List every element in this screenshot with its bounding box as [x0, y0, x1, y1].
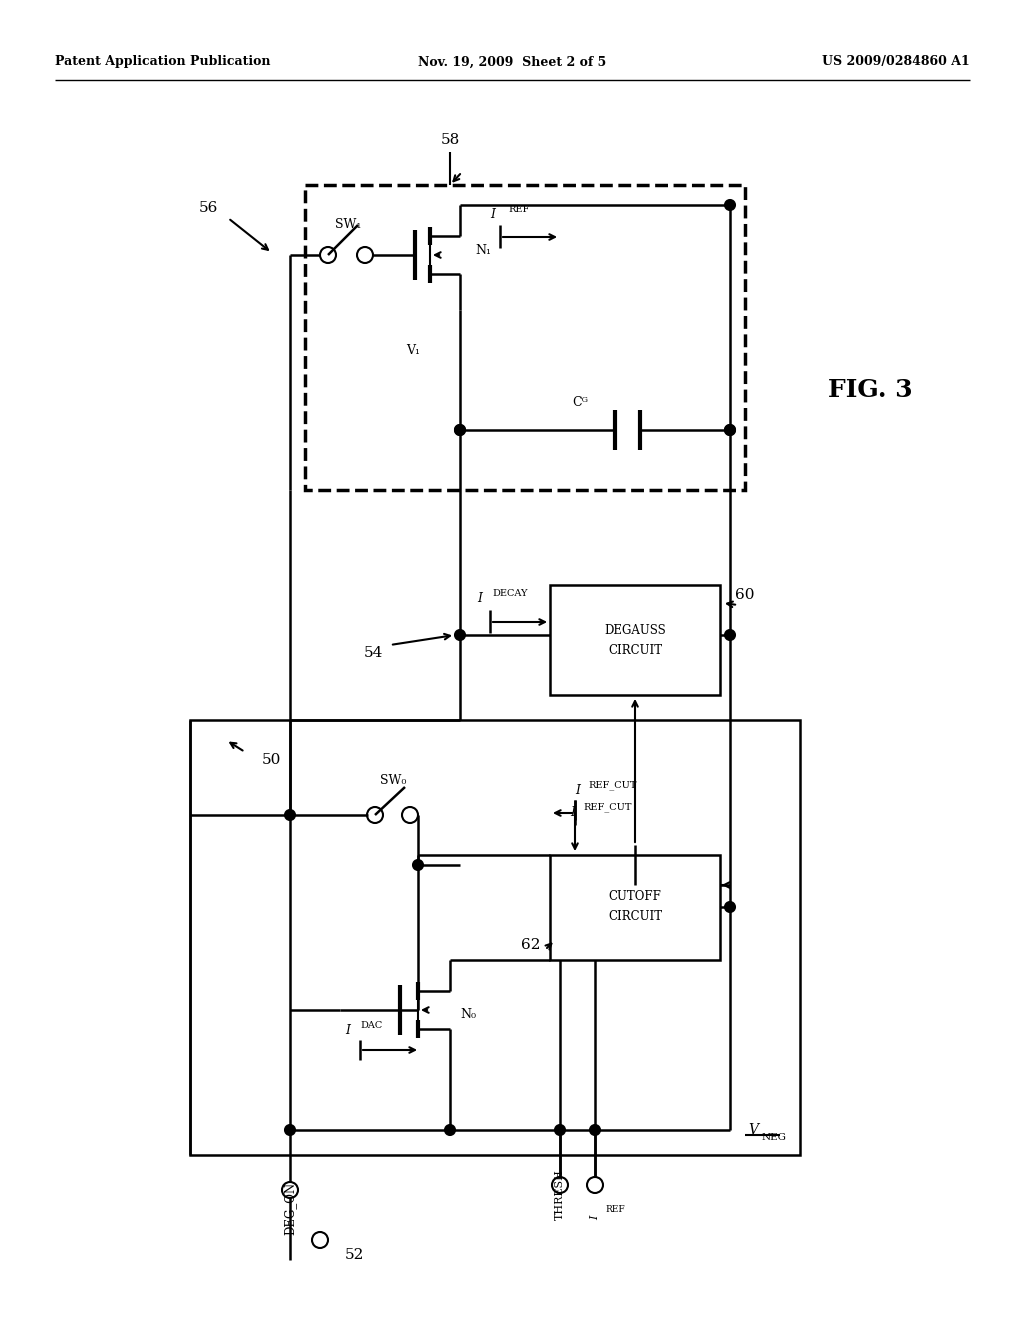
Circle shape	[445, 1125, 455, 1135]
Text: CUTOFF: CUTOFF	[608, 891, 662, 903]
Text: DECAY: DECAY	[492, 589, 527, 598]
Circle shape	[555, 1125, 565, 1135]
Text: DEG_ON: DEG_ON	[284, 1181, 297, 1236]
Text: 62: 62	[520, 939, 540, 952]
Text: N₁: N₁	[475, 243, 490, 256]
Circle shape	[285, 1125, 295, 1135]
Text: 50: 50	[262, 752, 282, 767]
Text: DEGAUSS: DEGAUSS	[604, 623, 666, 636]
Text: I: I	[490, 209, 495, 222]
Text: REF: REF	[605, 1205, 625, 1214]
Circle shape	[725, 425, 735, 436]
Text: 54: 54	[364, 645, 383, 660]
Text: 52: 52	[345, 1247, 365, 1262]
Circle shape	[455, 630, 465, 640]
Text: NEG: NEG	[762, 1134, 787, 1143]
Text: REF: REF	[508, 206, 529, 214]
Text: V: V	[748, 1123, 758, 1137]
Text: FIG. 3: FIG. 3	[827, 378, 912, 403]
Text: I: I	[575, 784, 580, 796]
Text: US 2009/0284860 A1: US 2009/0284860 A1	[822, 55, 970, 69]
Text: V₁: V₁	[406, 343, 420, 356]
Text: REF_CUT: REF_CUT	[588, 780, 637, 789]
Circle shape	[455, 425, 465, 436]
Text: REF_CUT: REF_CUT	[583, 803, 632, 812]
Circle shape	[590, 1125, 600, 1135]
Circle shape	[725, 425, 735, 436]
Circle shape	[455, 425, 465, 436]
Text: SW₀: SW₀	[380, 774, 407, 787]
Bar	[550, 855, 720, 960]
Text: CIRCUIT: CIRCUIT	[608, 644, 663, 656]
Text: N₀: N₀	[460, 1008, 476, 1022]
Text: I: I	[477, 591, 482, 605]
Circle shape	[413, 861, 423, 870]
Text: DAC: DAC	[360, 1020, 382, 1030]
Text: Cᴳ: Cᴳ	[572, 396, 588, 408]
Circle shape	[725, 902, 735, 912]
Text: I: I	[345, 1023, 350, 1036]
Text: I: I	[590, 1216, 600, 1220]
Text: THRESH: THRESH	[555, 1170, 565, 1220]
Text: CIRCUIT: CIRCUIT	[608, 911, 663, 924]
Text: I: I	[570, 805, 575, 818]
Text: SW₁: SW₁	[335, 219, 361, 231]
Circle shape	[285, 810, 295, 820]
Circle shape	[725, 201, 735, 210]
Text: Nov. 19, 2009  Sheet 2 of 5: Nov. 19, 2009 Sheet 2 of 5	[418, 55, 606, 69]
Bar	[190, 719, 800, 1155]
Text: 60: 60	[735, 587, 755, 602]
Circle shape	[725, 630, 735, 640]
Text: 58: 58	[440, 133, 460, 147]
Bar	[550, 585, 720, 696]
Bar	[305, 185, 745, 490]
Text: Patent Application Publication: Patent Application Publication	[55, 55, 270, 69]
Text: 56: 56	[199, 201, 218, 215]
